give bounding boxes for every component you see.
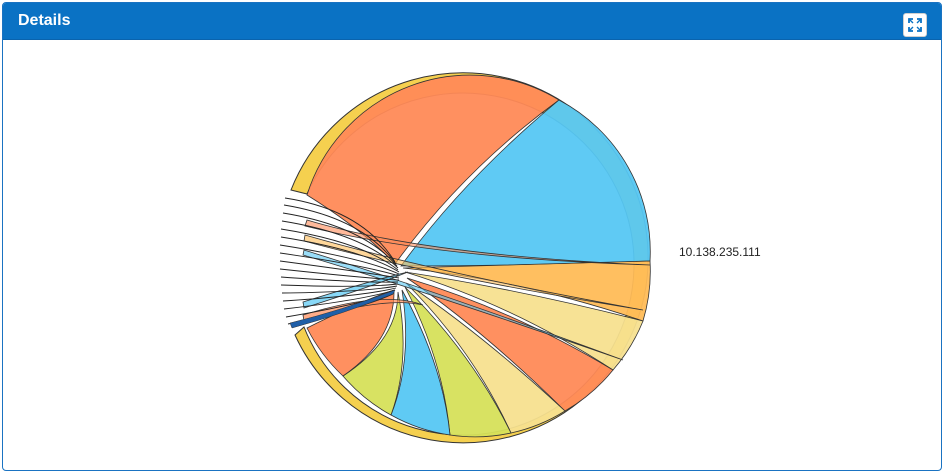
panel-title: Details: [18, 12, 71, 29]
chord-ribbons: [302, 74, 651, 438]
chord-ribbon[interactable]: [404, 286, 512, 438]
chord-chart: 10.138.235.111: [279, 72, 761, 444]
chord-ribbon-thin[interactable]: [303, 234, 644, 311]
chord-ribbon-thin[interactable]: [289, 289, 396, 329]
panel-header: Details: [3, 3, 941, 40]
expand-button[interactable]: [903, 13, 927, 37]
chord-ribbon-thin[interactable]: [302, 271, 409, 309]
chord-ribbon[interactable]: [390, 289, 451, 436]
chord-ribbon-thin[interactable]: [304, 219, 651, 266]
chord-ribbon[interactable]: [306, 289, 395, 377]
chord-group-label: 10.138.235.111: [679, 245, 761, 259]
chord-ribbon[interactable]: [342, 291, 404, 416]
chord-ribbon-thin[interactable]: [302, 249, 624, 361]
chord-ribbon[interactable]: [405, 282, 566, 434]
expand-icon: [908, 18, 922, 32]
